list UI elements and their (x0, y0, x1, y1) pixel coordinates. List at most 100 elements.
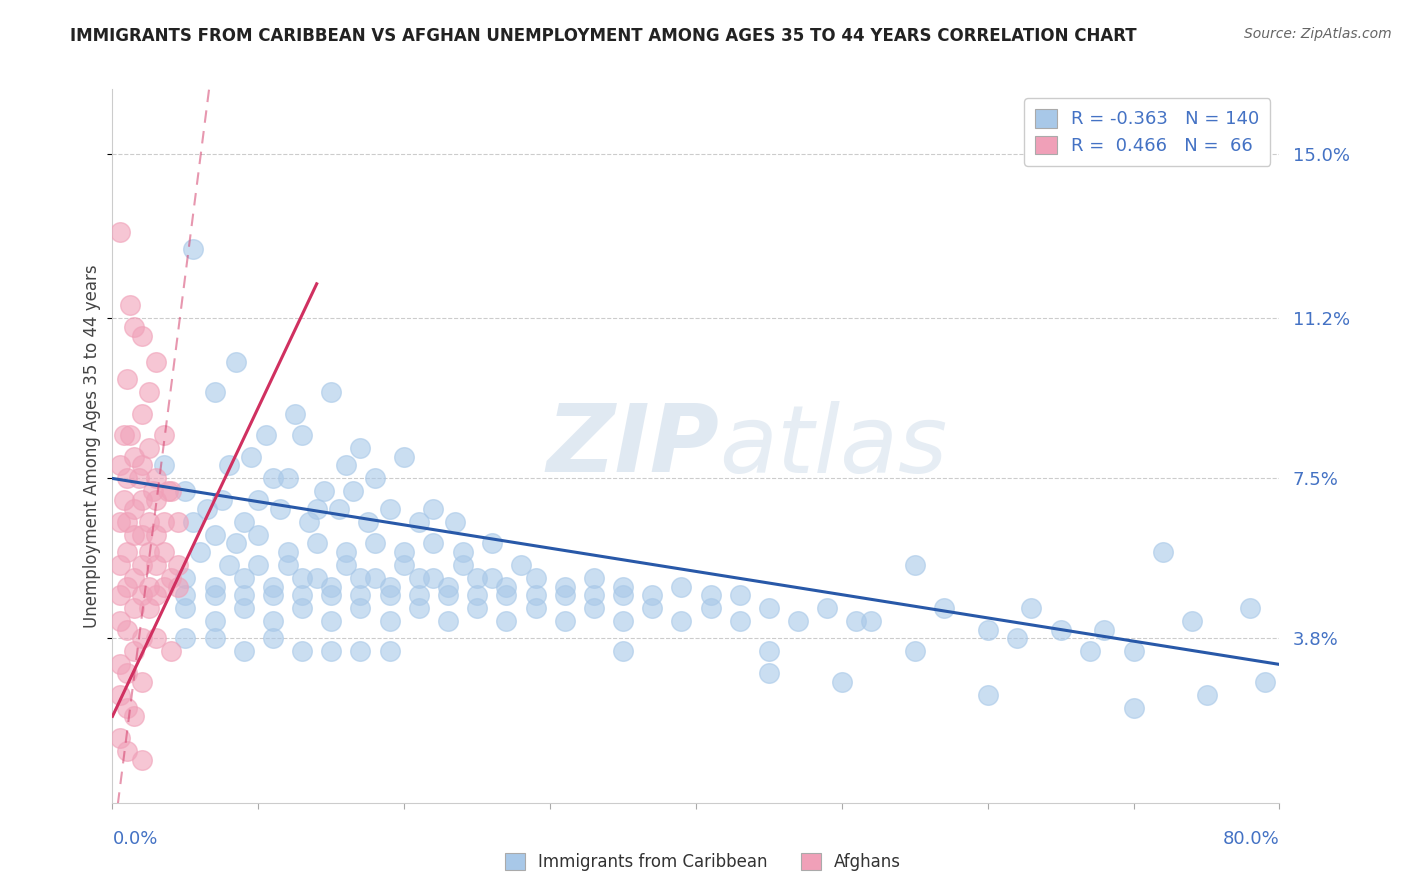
Point (321, 588, 343, 602)
Point (612, 588, 634, 602)
Point (437, 580, 460, 594)
Point (437, 614, 460, 628)
Point (1181, 614, 1204, 628)
Point (167, 558, 190, 572)
Point (582, 601, 605, 615)
Point (291, 601, 314, 615)
Point (465, 601, 488, 615)
Legend: Immigrants from Caribbean, Afghans: Immigrants from Caribbean, Afghans (496, 845, 910, 880)
Legend: R = -0.363   N = 140, R =  0.466   N =  66: R = -0.363 N = 140, R = 0.466 N = 66 (1025, 98, 1271, 166)
Point (138, 515, 160, 529)
Point (321, 580, 343, 594)
Point (349, 588, 371, 602)
Point (671, 614, 693, 628)
Point (152, 580, 174, 594)
Point (145, 354, 167, 368)
Point (124, 709, 146, 723)
Point (204, 632, 226, 646)
Point (335, 458, 357, 473)
Point (225, 354, 247, 368)
Point (145, 632, 167, 646)
Point (262, 471, 284, 485)
Point (495, 614, 517, 628)
Point (481, 571, 503, 585)
Point (232, 644, 254, 658)
Point (845, 614, 868, 628)
Point (131, 674, 153, 689)
Point (422, 571, 444, 585)
Point (115, 545, 138, 559)
Point (112, 428, 135, 442)
Point (262, 614, 284, 628)
Point (451, 545, 474, 559)
Point (422, 536, 444, 550)
Point (247, 527, 270, 541)
Point (124, 450, 146, 464)
Point (291, 428, 314, 442)
Point (124, 527, 146, 541)
Point (174, 632, 197, 646)
Point (312, 484, 335, 499)
Point (269, 501, 291, 516)
Point (108, 614, 131, 628)
Point (262, 632, 284, 646)
Point (284, 407, 307, 421)
Point (758, 666, 780, 681)
Point (115, 580, 138, 594)
Point (160, 484, 183, 499)
Point (1195, 688, 1218, 702)
Point (115, 623, 138, 637)
Point (378, 580, 401, 594)
Point (108, 688, 131, 702)
Point (247, 558, 270, 572)
Point (976, 688, 998, 702)
Point (787, 614, 810, 628)
Point (392, 558, 416, 572)
Point (1021, 601, 1043, 615)
Point (465, 571, 488, 585)
Point (124, 644, 146, 658)
Text: 0.0%: 0.0% (112, 830, 157, 847)
Point (138, 384, 160, 399)
Point (815, 601, 838, 615)
Point (174, 484, 197, 499)
Point (174, 601, 197, 615)
Point (131, 753, 153, 767)
Point (108, 225, 131, 239)
Point (115, 471, 138, 485)
Point (262, 588, 284, 602)
Point (124, 320, 146, 334)
Point (131, 558, 153, 572)
Point (451, 558, 474, 572)
Point (195, 501, 218, 516)
Point (859, 614, 883, 628)
Point (204, 580, 226, 594)
Point (1122, 644, 1144, 658)
Point (554, 580, 576, 594)
Point (298, 515, 321, 529)
Point (1254, 674, 1277, 689)
Point (232, 571, 254, 585)
Point (342, 484, 364, 499)
Point (131, 588, 153, 602)
Point (1092, 623, 1115, 637)
Y-axis label: Unemployment Among Ages 35 to 44 years: Unemployment Among Ages 35 to 44 years (83, 264, 101, 628)
Point (1239, 601, 1261, 615)
Point (131, 458, 153, 473)
Point (276, 558, 298, 572)
Point (108, 558, 131, 572)
Point (728, 588, 751, 602)
Text: 80.0%: 80.0% (1223, 830, 1279, 847)
Point (152, 515, 174, 529)
Point (276, 471, 298, 485)
Point (321, 384, 343, 399)
Point (328, 501, 350, 516)
Point (131, 493, 153, 508)
Point (612, 614, 634, 628)
Point (1152, 545, 1174, 559)
Point (392, 545, 416, 559)
Point (495, 588, 517, 602)
Point (131, 632, 153, 646)
Point (422, 501, 444, 516)
Point (156, 484, 179, 499)
